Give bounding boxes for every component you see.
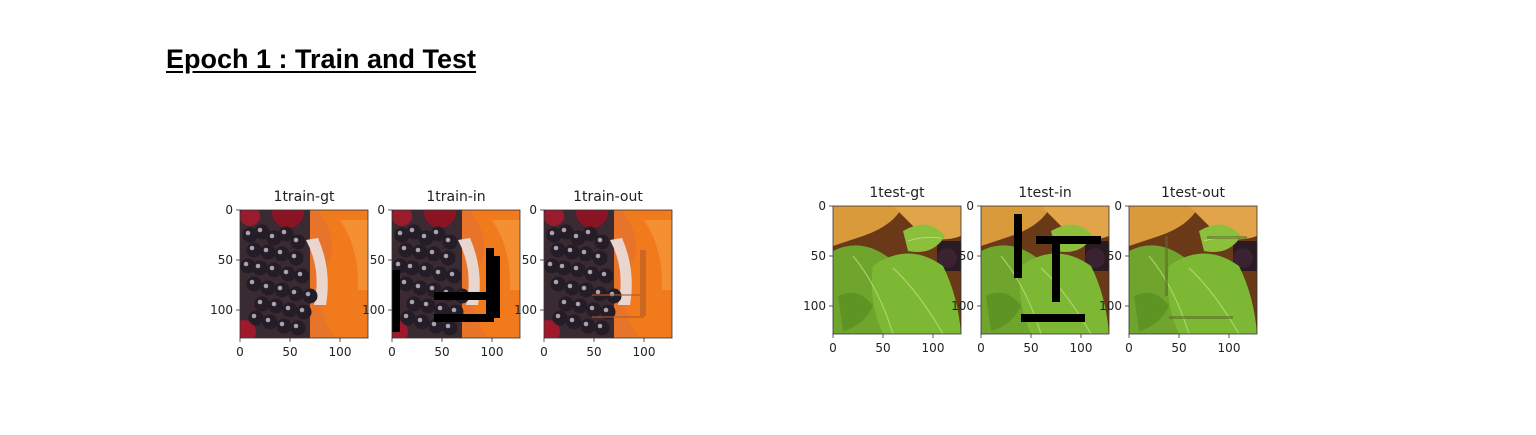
- x-tick-label: 100: [1218, 341, 1241, 355]
- panel-train-in: 1train-in 0 50 100 0 50 100: [360, 188, 520, 358]
- x-tick-label: 50: [282, 345, 297, 359]
- panel-train-gt: 1train-gt 0 50 100 0 50 100: [208, 188, 368, 358]
- x-tick-label: 50: [1023, 341, 1038, 355]
- x-tick-label: 50: [434, 345, 449, 359]
- y-tick-label: 100: [362, 303, 385, 317]
- plot-content: 0 50 100 0 50 100: [362, 196, 520, 359]
- mask-stroke: [1036, 236, 1101, 244]
- y-tick-label: 100: [514, 303, 537, 317]
- x-tick-label: 0: [829, 341, 837, 355]
- y-tick-label: 50: [370, 253, 385, 267]
- plot-content: 0 50 100 0 50 100: [514, 196, 672, 359]
- plot-content: 0 50 100 0 50 100: [1099, 199, 1257, 355]
- plot-test-gt: 0 50 100 0 50 100: [801, 184, 971, 356]
- x-tick-label: 50: [875, 341, 890, 355]
- mask-stroke: [640, 250, 646, 316]
- y-tick-label: 0: [1114, 199, 1122, 213]
- x-tick-label: 100: [329, 345, 352, 359]
- panel-image: [1129, 206, 1257, 334]
- panel-image: [536, 196, 672, 344]
- x-tick-label: 0: [388, 345, 396, 359]
- plot-content: 0 50 100 0 50 100: [210, 196, 368, 359]
- y-tick-label: 0: [529, 203, 537, 217]
- plot-content: 0 50 100 0 50 100: [803, 199, 961, 355]
- mask-stroke: [392, 270, 400, 332]
- x-tick-label: 100: [922, 341, 945, 355]
- y-tick-label: 50: [811, 249, 826, 263]
- page-heading: Epoch 1 : Train and Test: [166, 43, 476, 75]
- panel-test-in: 1test-in 0 50 100 0 50 100: [949, 184, 1109, 354]
- x-tick-label: 100: [1070, 341, 1093, 355]
- y-tick-label: 100: [803, 299, 826, 313]
- x-tick-label: 0: [1125, 341, 1133, 355]
- y-tick-label: 50: [959, 249, 974, 263]
- x-tick-label: 0: [236, 345, 244, 359]
- x-tick-label: 0: [977, 341, 985, 355]
- y-tick-label: 100: [951, 299, 974, 313]
- y-tick-label: 100: [1099, 299, 1122, 313]
- x-tick-label: 100: [633, 345, 656, 359]
- x-tick-label: 100: [481, 345, 504, 359]
- y-tick-label: 0: [818, 199, 826, 213]
- panel-image: [981, 206, 1109, 334]
- plot-train-out: 0 50 100 0 50 100: [512, 188, 682, 360]
- plot-test-in: 0 50 100 0 50 100: [949, 184, 1119, 356]
- x-tick-label: 0: [540, 345, 548, 359]
- mask-stroke: [434, 314, 494, 322]
- panel-image: [232, 196, 368, 344]
- y-tick-label: 0: [225, 203, 233, 217]
- plot-test-out: 0 50 100 0 50 100: [1097, 184, 1267, 356]
- y-tick-label: 100: [210, 303, 233, 317]
- mask-stroke: [1021, 314, 1085, 322]
- mask-stroke: [1165, 236, 1168, 296]
- y-tick-label: 0: [966, 199, 974, 213]
- x-tick-label: 50: [1171, 341, 1186, 355]
- panel-train-out: 1train-out 0 50 100 0 50 100: [512, 188, 672, 358]
- y-tick-label: 50: [218, 253, 233, 267]
- y-tick-label: 50: [1107, 249, 1122, 263]
- panel-image: [384, 196, 520, 344]
- mask-stroke: [592, 294, 640, 296]
- panel-image: [833, 206, 961, 334]
- mask-stroke: [492, 256, 500, 318]
- x-tick-label: 50: [586, 345, 601, 359]
- mask-stroke: [1169, 316, 1233, 319]
- y-tick-label: 50: [522, 253, 537, 267]
- y-tick-label: 0: [377, 203, 385, 217]
- mask-stroke: [1052, 238, 1060, 302]
- mask-stroke: [1014, 214, 1022, 278]
- panel-test-gt: 1test-gt 0 50 100 0 50 100: [801, 184, 961, 354]
- plot-train-in: 0 50 100 0 50 100: [360, 188, 530, 360]
- panel-test-out: 1test-out 0 50 100 0 50 100: [1097, 184, 1257, 354]
- mask-stroke: [434, 292, 492, 300]
- mask-stroke: [1207, 236, 1247, 239]
- mask-stroke: [592, 316, 644, 318]
- plot-content: 0 50 100 0 50 100: [951, 199, 1109, 355]
- plot-train-gt: 0 50 100 0 50 100: [208, 188, 378, 360]
